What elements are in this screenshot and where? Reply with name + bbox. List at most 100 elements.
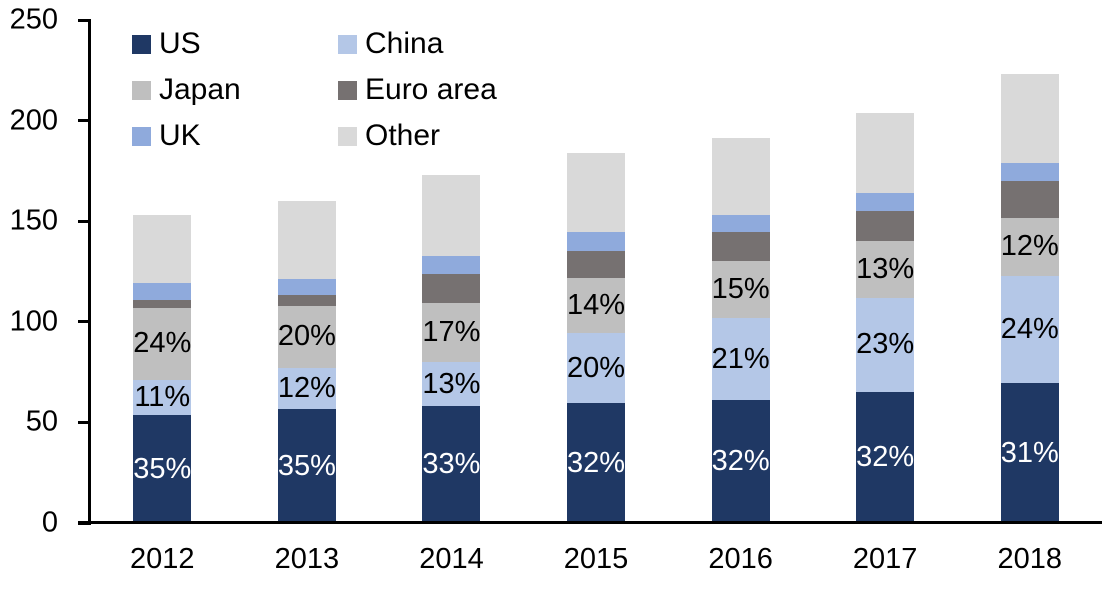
y-axis-tick [78, 119, 91, 123]
bar-segment-japan: 14% [567, 277, 625, 333]
segment-percentage-label: 23% [856, 328, 915, 361]
y-axis-tick-label: 250 [9, 3, 58, 36]
bar-segment-other [856, 112, 915, 194]
legend-label: Euro area [365, 73, 497, 106]
legend-swatch-icon [132, 126, 151, 146]
legend: US China Japan Euro area UK Other [132, 21, 497, 159]
bar-2014: 33% 13% 17% [422, 174, 481, 523]
bar-segment-uk [133, 282, 192, 300]
bar-segment-euro-area [711, 232, 770, 262]
bar-segment-euro-area [567, 251, 626, 278]
bar-segment-japan: 17% [422, 302, 481, 363]
y-axis-tick [78, 320, 91, 324]
bar-segment-other [711, 137, 770, 216]
segment-percentage-label: 35% [133, 452, 192, 485]
legend-item-uk: UK [132, 113, 338, 159]
bar-slot-2013: 35% 12% 20% [235, 0, 380, 523]
bar-segment-china: 13% [422, 362, 481, 407]
bar-segment-other [422, 174, 481, 257]
bar-segment-us: 35% [133, 415, 191, 523]
segment-percentage-label: 32% [711, 445, 770, 478]
legend-label: US [159, 27, 201, 60]
x-axis-label: 2012 [130, 543, 195, 575]
bar-2015: 32% 20% 14% [567, 152, 626, 523]
segment-percentage-label: 17% [422, 315, 481, 348]
legend-label: Other [365, 119, 441, 152]
legend-swatch-icon [132, 34, 151, 54]
y-axis-tick [78, 420, 91, 424]
bar-segment-uk [277, 278, 336, 295]
x-axis-label: 2014 [419, 543, 484, 575]
bar-slot-2015: 32% 20% 14% [524, 0, 669, 523]
legend-swatch-icon [338, 80, 357, 100]
bar-slot-2014: 33% 13% 17% [379, 0, 524, 523]
bar-segment-china: 23% [856, 297, 915, 393]
bar-segment-other [133, 215, 192, 283]
x-axis-label: 2017 [852, 543, 918, 575]
y-axis-tick [78, 18, 91, 22]
bar-segment-euro-area [277, 294, 336, 306]
bar-segment-other [277, 201, 336, 279]
bar-segment-uk [856, 193, 915, 212]
bar-segment-us: 33% [422, 406, 480, 523]
bar-segment-japan: 24% [133, 307, 192, 381]
legend-item-other: Other [338, 113, 497, 159]
bar-slot-2012: 35% 11% 24% [90, 0, 235, 523]
segment-percentage-label: 15% [711, 273, 770, 306]
bar-segment-us: 32% [712, 400, 770, 523]
bar-segment-china: 24% [1000, 275, 1059, 384]
bar-segment-uk [422, 256, 481, 274]
x-axis-label: 2016 [708, 543, 773, 575]
bar-segment-euro-area [856, 211, 915, 242]
bar-segment-japan: 12% [1000, 218, 1059, 276]
bar-slot-2016: 32% 21% 15% [668, 0, 813, 523]
segment-percentage-label: 11% [134, 381, 191, 414]
y-axis-tick-label: 0 [41, 506, 58, 539]
y-axis-line [88, 20, 91, 524]
bar-segment-us: 32% [567, 403, 625, 523]
legend-item-euro-area: Euro area [338, 67, 497, 113]
legend-swatch-icon [338, 126, 357, 146]
bar-2016: 32% 21% 15% [711, 137, 770, 523]
x-axis-label: 2015 [563, 543, 629, 575]
y-axis-tick-label: 50 [25, 405, 58, 438]
bar-segment-us: 35% [278, 409, 336, 523]
segment-percentage-label: 21% [711, 342, 770, 375]
segment-percentage-label: 33% [422, 448, 481, 481]
bar-2018: 31% 24% 12% [1001, 74, 1059, 523]
y-axis-tick [78, 219, 91, 223]
segment-percentage-label: 24% [1000, 312, 1059, 345]
bar-segment-china: 21% [711, 317, 770, 401]
legend-item-us: US [132, 21, 338, 67]
segment-percentage-label: 31% [1000, 436, 1059, 469]
bar-slot-2018: 31% 24% 12% [957, 0, 1102, 523]
legend-label: China [365, 27, 444, 60]
segment-percentage-label: 32% [567, 446, 626, 479]
segment-percentage-label: 20% [567, 351, 626, 384]
y-axis-tick-label: 100 [9, 305, 58, 338]
segment-percentage-label: 13% [422, 367, 481, 400]
segment-percentage-label: 32% [856, 441, 915, 474]
legend-item-china: China [338, 21, 497, 67]
bar-segment-china: 11% [133, 380, 192, 416]
bar-slot-2017: 32% 23% 13% [813, 0, 958, 523]
bar-segment-other [567, 152, 626, 233]
bar-segment-japan: 20% [277, 305, 336, 369]
legend-label: Japan [159, 73, 241, 106]
bar-segment-euro-area [422, 273, 481, 303]
bar-2013: 35% 12% 20% [278, 201, 336, 523]
legend-label: UK [159, 119, 201, 152]
legend-swatch-icon [132, 80, 151, 100]
bar-segment-uk [1000, 162, 1059, 181]
segment-percentage-label: 24% [133, 327, 192, 360]
y-axis-tick-label: 150 [9, 204, 58, 237]
bar-segment-uk [567, 232, 626, 252]
bar-segment-other [1000, 74, 1059, 163]
x-axis-label: 2013 [274, 543, 340, 575]
segment-percentage-label: 12% [1000, 230, 1059, 263]
segment-percentage-label: 20% [277, 320, 336, 353]
bar-segment-japan: 15% [711, 261, 770, 318]
legend-item-japan: Japan [132, 67, 338, 113]
bar-segment-euro-area [1000, 180, 1059, 219]
